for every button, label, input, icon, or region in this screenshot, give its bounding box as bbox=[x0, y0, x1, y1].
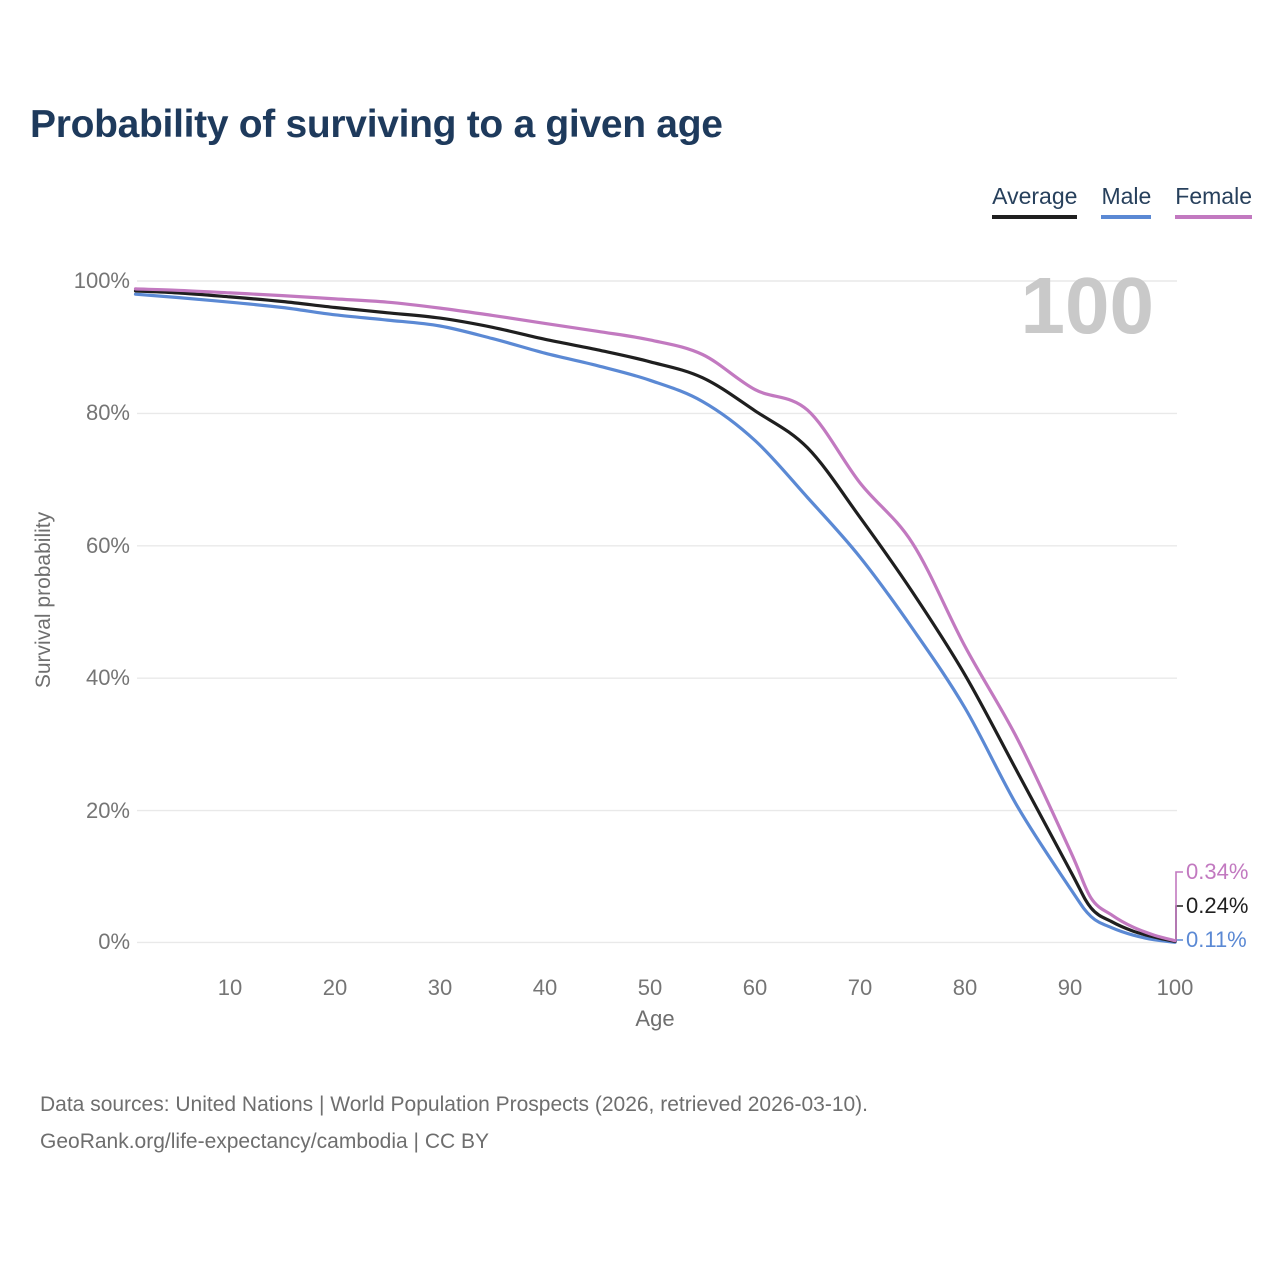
x-axis-title: Age bbox=[635, 1006, 675, 1031]
legend-item-average[interactable]: Average bbox=[992, 183, 1078, 219]
x-tick-label: 20 bbox=[322, 975, 348, 1000]
page-title: Probability of surviving to a given age bbox=[30, 103, 723, 146]
x-tick-label: 10 bbox=[217, 975, 243, 1000]
age-watermark: 100 bbox=[1020, 261, 1154, 350]
x-tick-label: 30 bbox=[427, 975, 453, 1000]
end-label-connector-average bbox=[1175, 905, 1183, 942]
x-tick-label: 40 bbox=[532, 975, 558, 1000]
end-label-average: 0.24% bbox=[1186, 893, 1249, 918]
x-tick-label: 60 bbox=[742, 975, 768, 1000]
y-tick-label: 20% bbox=[85, 797, 130, 823]
legend-label: Female bbox=[1175, 183, 1252, 209]
x-tick-label: 90 bbox=[1057, 975, 1083, 1000]
x-tick-label: 100 bbox=[1156, 975, 1194, 1000]
end-label-connector-female bbox=[1175, 871, 1183, 941]
y-tick-label: 60% bbox=[85, 532, 130, 558]
legend-item-female[interactable]: Female bbox=[1175, 183, 1252, 219]
legend-item-male[interactable]: Male bbox=[1101, 183, 1152, 219]
y-tick-label: 40% bbox=[85, 665, 130, 691]
y-tick-label: 0% bbox=[98, 929, 130, 955]
legend-label: Male bbox=[1101, 183, 1152, 209]
curve-female bbox=[133, 287, 1177, 943]
curve-male bbox=[133, 292, 1177, 944]
chart-legend: Average Male Female bbox=[992, 183, 1252, 219]
y-tick-label: 100% bbox=[73, 268, 130, 293]
end-label-male: 0.11% bbox=[1186, 927, 1247, 952]
footer-line-license: GeoRank.org/life-expectancy/cambodia | C… bbox=[40, 1130, 489, 1153]
x-tick-label: 50 bbox=[637, 975, 663, 1000]
end-label-female: 0.34% bbox=[1186, 859, 1249, 884]
y-tick-label: 80% bbox=[85, 400, 130, 426]
legend-label: Average bbox=[992, 183, 1078, 209]
footer-line-sources: Data sources: United Nations | World Pop… bbox=[40, 1093, 869, 1116]
x-tick-label: 80 bbox=[952, 975, 978, 1000]
curve-average bbox=[133, 289, 1177, 943]
end-label-connector-male bbox=[1175, 939, 1183, 943]
x-tick-label: 70 bbox=[847, 975, 873, 1000]
footer-attribution: Data sources: United Nations | World Pop… bbox=[40, 1086, 868, 1160]
